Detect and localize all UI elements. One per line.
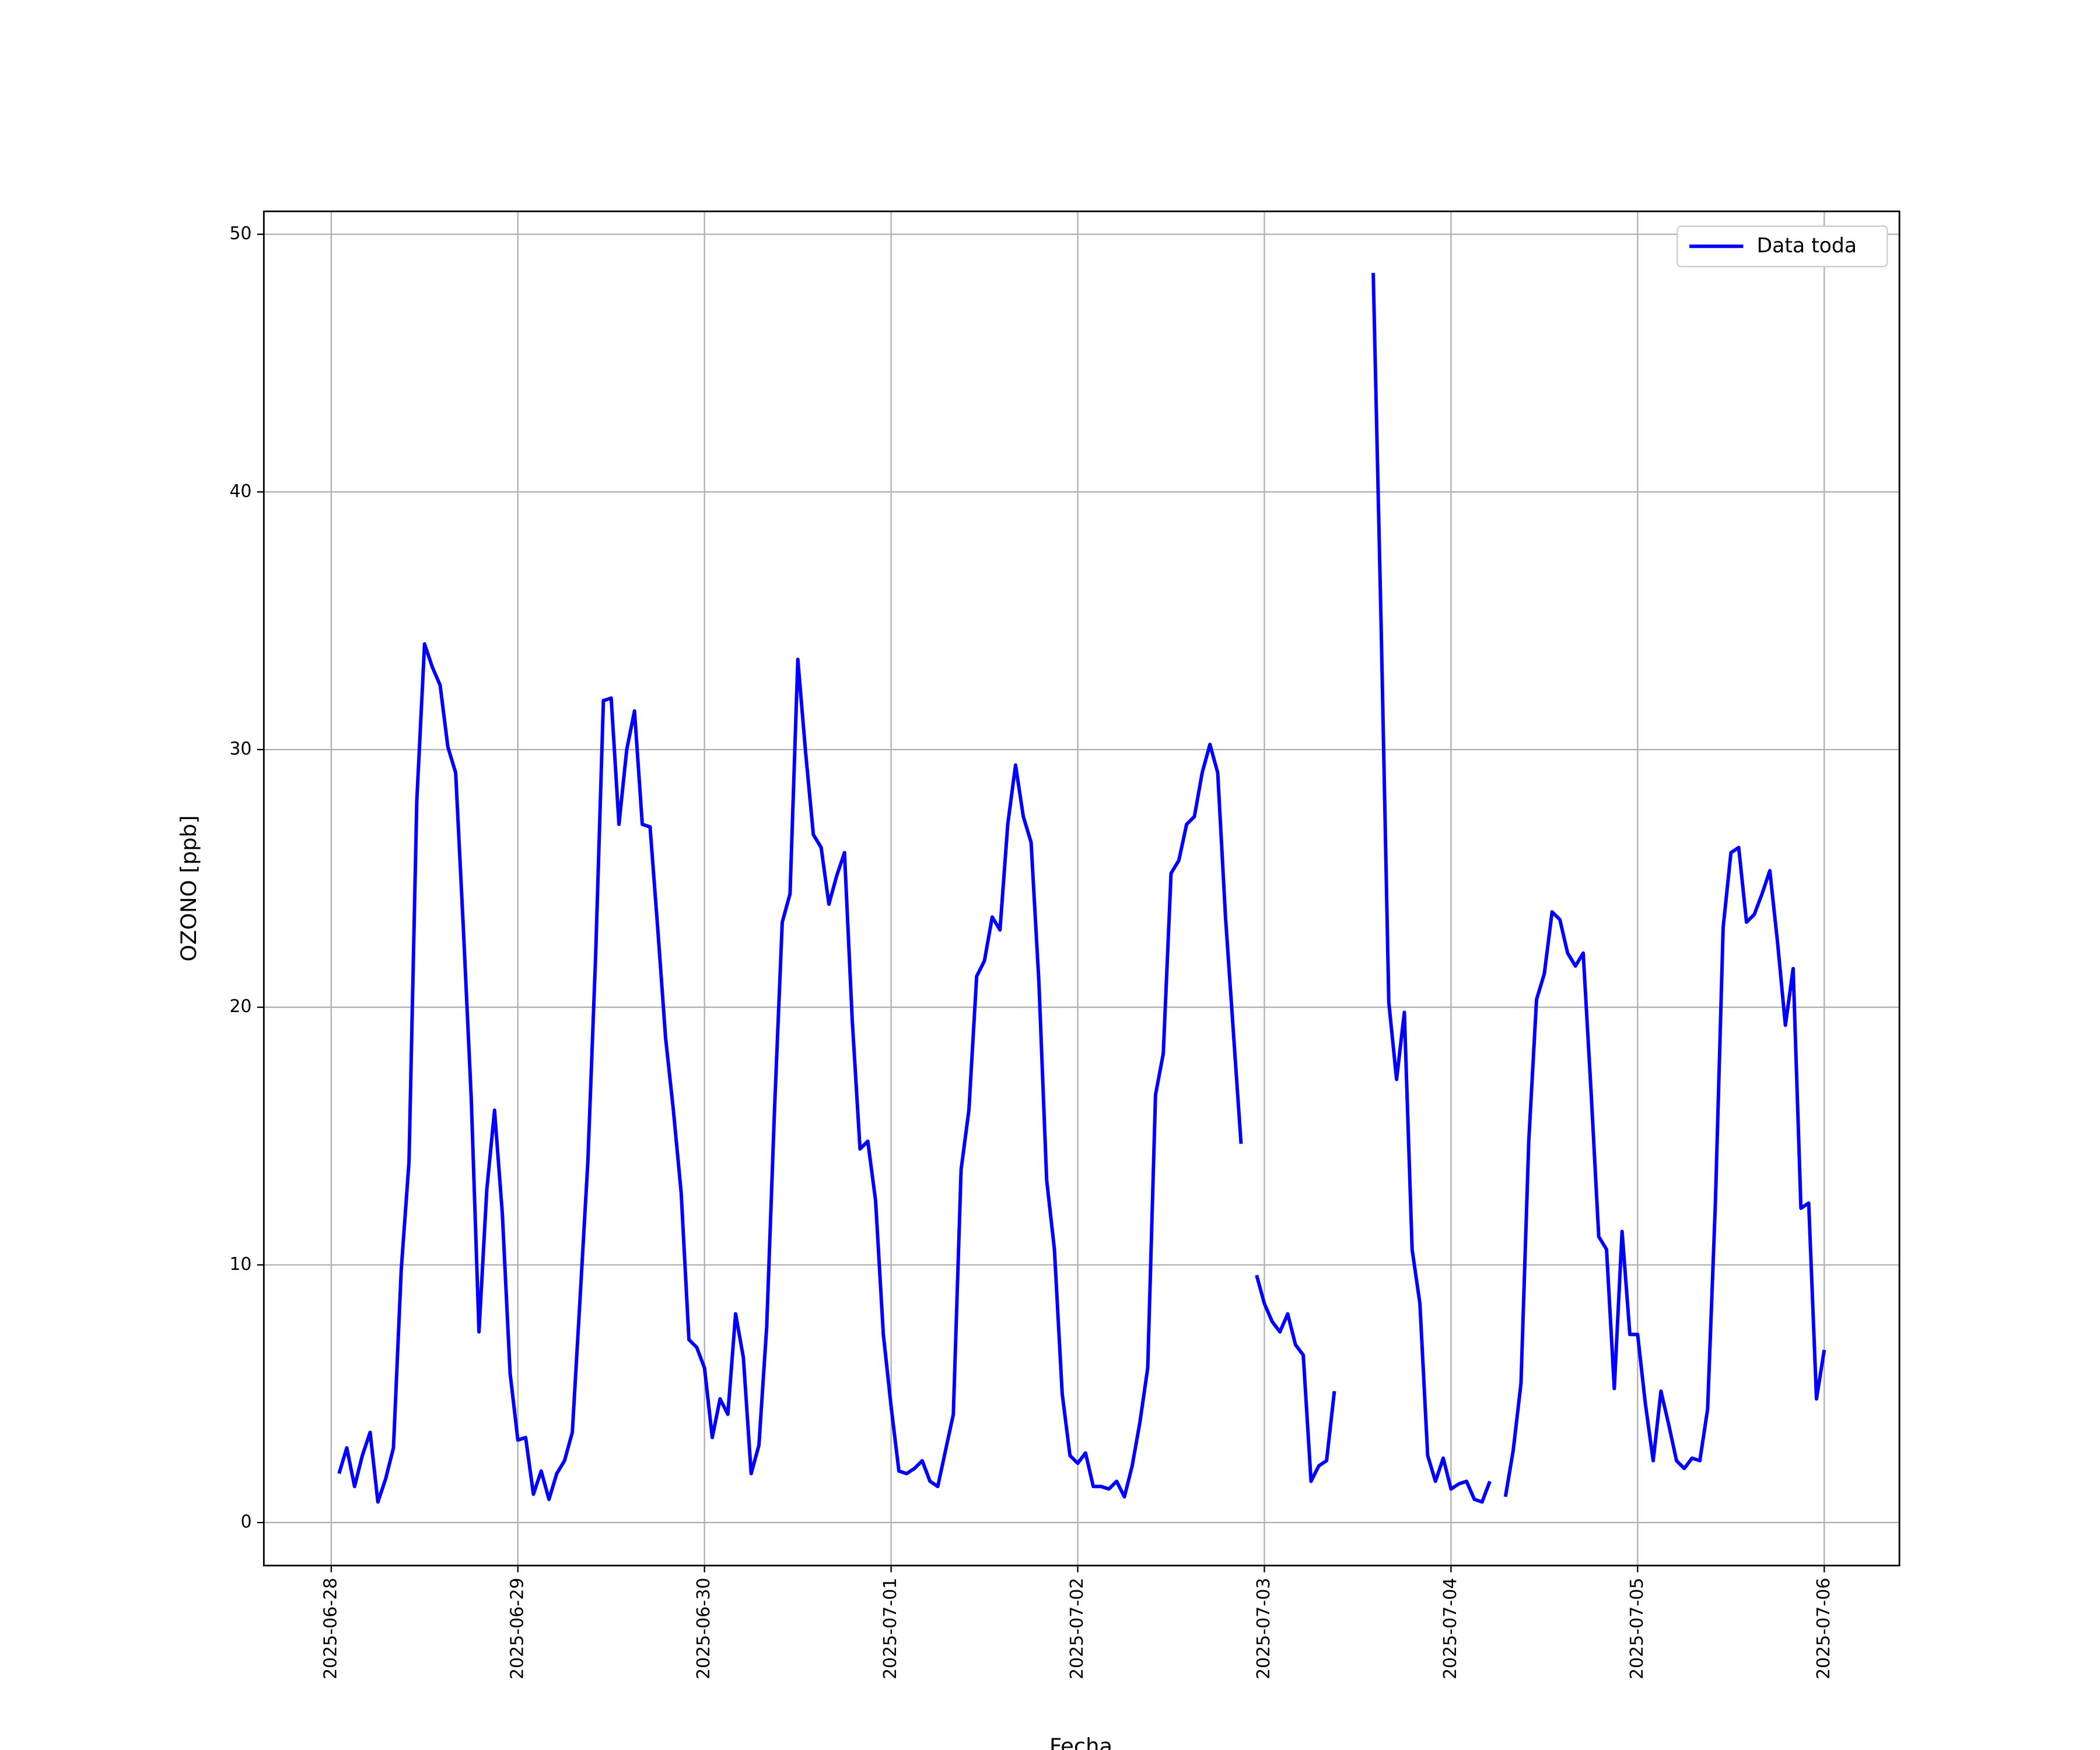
legend-label: Data toda [1757,234,1857,257]
x-tick-label: 2025-06-30 [694,1578,714,1679]
y-tick-label: 10 [229,1254,251,1275]
x-axis-label: Fecha [1049,1734,1112,1750]
x-tick-label: 2025-06-29 [507,1578,527,1679]
plot-frame [262,210,1901,1567]
y-tick-label: 20 [229,996,251,1017]
x-tick-label: 2025-07-02 [1067,1578,1087,1679]
y-axis-label: OZONO [ppb] [176,816,201,962]
x-tick-label: 2025-07-05 [1627,1578,1647,1679]
y-tick-label: 0 [240,1512,251,1532]
y-tick-label: 50 [229,223,251,244]
y-tick-label: 40 [229,481,251,502]
legend-box [1676,225,1888,268]
data-line [337,272,1826,1504]
x-tick-label: 2025-07-01 [880,1578,901,1679]
x-tick-label: 2025-06-28 [320,1578,341,1679]
y-tick-label: 30 [229,739,251,760]
x-tick-label: 2025-07-06 [1814,1578,1834,1679]
x-tick-label: 2025-07-04 [1440,1578,1461,1679]
x-tick-label: 2025-07-03 [1254,1578,1274,1679]
